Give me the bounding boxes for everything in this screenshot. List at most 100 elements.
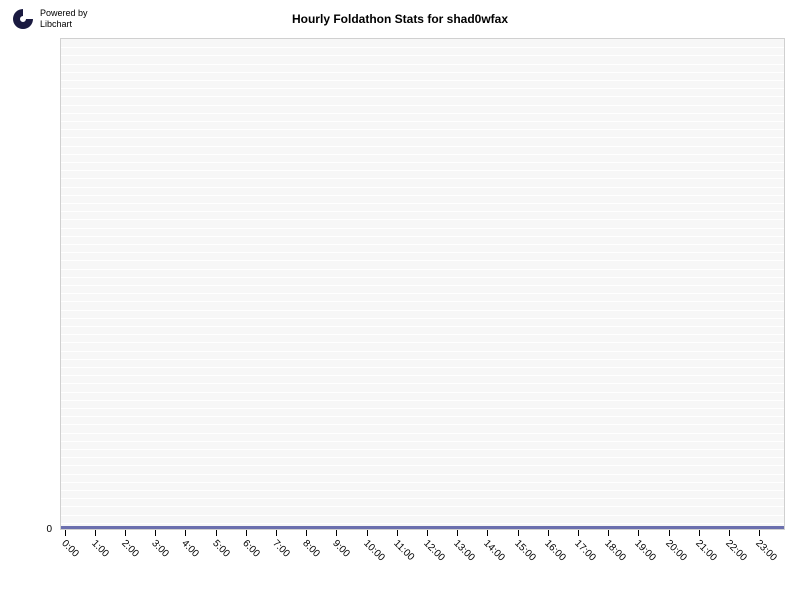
gridline: [61, 400, 784, 401]
gridline: [61, 515, 784, 516]
gridline: [61, 154, 784, 155]
gridline: [61, 195, 784, 196]
x-tick-label: 20:00: [663, 538, 688, 563]
gridline: [61, 482, 784, 483]
gridline: [61, 301, 784, 302]
gridline: [61, 162, 784, 163]
gridline: [61, 236, 784, 237]
x-tick: [155, 530, 156, 536]
header: Powered by Libchart: [12, 8, 88, 30]
x-tick: [548, 530, 549, 536]
gridline: [61, 449, 784, 450]
gridline: [61, 318, 784, 319]
gridline: [61, 244, 784, 245]
y-tick-label: 0: [0, 524, 52, 535]
x-tick-label: 11:00: [391, 538, 416, 563]
x-tick: [336, 530, 337, 536]
powered-line2: Libchart: [40, 19, 88, 30]
powered-by-label: Powered by Libchart: [40, 8, 88, 30]
gridline: [61, 457, 784, 458]
x-tick: [759, 530, 760, 536]
gridline: [61, 137, 784, 138]
gridline: [61, 334, 784, 335]
gridline: [61, 170, 784, 171]
gridline: [61, 474, 784, 475]
x-tick-label: 5:00: [210, 538, 232, 560]
gridline: [61, 310, 784, 311]
x-tick: [125, 530, 126, 536]
gridline: [61, 105, 784, 106]
x-tick: [669, 530, 670, 536]
x-tick-label: 12:00: [421, 538, 446, 563]
gridline: [61, 88, 784, 89]
x-tick-label: 22:00: [723, 538, 748, 563]
x-tick: [729, 530, 730, 536]
x-tick: [427, 530, 428, 536]
x-tick: [578, 530, 579, 536]
gridline: [61, 392, 784, 393]
gridline: [61, 342, 784, 343]
x-tick-label: 14:00: [482, 538, 507, 563]
x-tick: [608, 530, 609, 536]
gridline: [61, 178, 784, 179]
x-tick: [518, 530, 519, 536]
x-tick-label: 4:00: [180, 538, 202, 560]
gridline: [61, 96, 784, 97]
gridline: [61, 416, 784, 417]
gridline: [61, 80, 784, 81]
gridline: [61, 359, 784, 360]
gridline: [61, 277, 784, 278]
gridline: [61, 47, 784, 48]
gridline: [61, 113, 784, 114]
gridline: [61, 260, 784, 261]
gridline: [61, 187, 784, 188]
gridline: [61, 326, 784, 327]
x-tick-label: 18:00: [603, 538, 628, 563]
gridline: [61, 55, 784, 56]
gridline: [61, 498, 784, 499]
gridline: [61, 219, 784, 220]
x-tick-label: 3:00: [149, 538, 171, 560]
gridline: [61, 285, 784, 286]
gridline: [61, 506, 784, 507]
gridline: [61, 252, 784, 253]
gridline: [61, 490, 784, 491]
x-tick-label: 13:00: [451, 538, 476, 563]
x-tick-label: 1:00: [89, 538, 111, 560]
gridline: [61, 465, 784, 466]
chart-title: Hourly Foldathon Stats for shad0wfax: [292, 12, 508, 26]
x-tick-label: 15:00: [512, 538, 537, 563]
gridline: [61, 383, 784, 384]
x-tick: [367, 530, 368, 536]
x-tick: [487, 530, 488, 536]
x-tick-label: 0:00: [59, 538, 81, 560]
x-tick-label: 19:00: [633, 538, 658, 563]
gridline: [61, 351, 784, 352]
libchart-logo-icon: [12, 8, 34, 30]
gridline: [61, 269, 784, 270]
gridline: [61, 72, 784, 73]
x-tick-label: 23:00: [754, 538, 779, 563]
x-tick-label: 2:00: [119, 538, 141, 560]
powered-line1: Powered by: [40, 8, 88, 19]
x-tick-label: 21:00: [693, 538, 718, 563]
x-tick-label: 17:00: [572, 538, 597, 563]
x-tick: [276, 530, 277, 536]
x-tick: [306, 530, 307, 536]
gridline: [61, 424, 784, 425]
gridline: [61, 129, 784, 130]
x-tick: [397, 530, 398, 536]
gridline: [61, 64, 784, 65]
chart-baseline: [61, 526, 784, 529]
x-tick: [216, 530, 217, 536]
x-tick-label: 6:00: [240, 538, 262, 560]
gridline: [61, 375, 784, 376]
chart-plot-area: [60, 38, 785, 530]
gridline: [61, 433, 784, 434]
gridline: [61, 441, 784, 442]
x-tick: [457, 530, 458, 536]
gridline: [61, 228, 784, 229]
x-tick-label: 9:00: [331, 538, 353, 560]
gridline: [61, 293, 784, 294]
x-tick-label: 8:00: [300, 538, 322, 560]
